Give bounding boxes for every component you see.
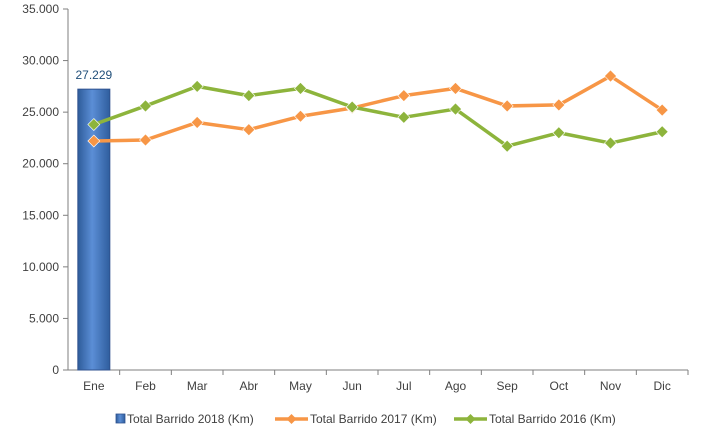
y-tick-label: 5.000: [29, 311, 59, 325]
bar-data-label: 27.229: [75, 68, 112, 82]
x-tick-label: Dic: [653, 379, 670, 393]
series-line: [92, 74, 664, 143]
data-point: [449, 81, 462, 95]
data-point: [655, 125, 669, 139]
data-point: [655, 103, 669, 117]
data-point: [604, 69, 617, 83]
x-tick-label: Ago: [445, 379, 467, 393]
legend-label-2018: Total Barrido 2018 (Km): [127, 412, 254, 426]
y-axis: 0 5.000 10.000 15.000 20.000 25.000 30.000 35.0…: [22, 2, 69, 377]
bar-series: 27.229: [75, 68, 113, 371]
legend-swatch-marker: [286, 414, 297, 424]
x-tick-label: Ene: [83, 379, 105, 393]
data-point: [139, 99, 152, 113]
y-tick-label: 10.000: [22, 260, 59, 274]
data-point: [345, 100, 359, 114]
legend-label-2: Total Barrido 2016 (Km): [489, 412, 616, 426]
data-point: [552, 126, 566, 140]
y-tick-label: 25.000: [22, 105, 59, 119]
y-tick-label: 20.000: [22, 157, 59, 171]
x-tick-label: Oct: [549, 379, 568, 393]
x-axis: Ene Feb Mar Abr May Jun Jul Ago Sep Oct Nov Dic: [68, 369, 689, 393]
x-tick-label: Jun: [342, 379, 361, 393]
x-tick-label: Mar: [187, 379, 208, 393]
data-point: [397, 110, 411, 124]
data-point: [294, 109, 307, 123]
data-point: [449, 102, 462, 116]
series-line: [92, 84, 664, 148]
data-point: [500, 139, 514, 153]
x-tick-label: Sep: [496, 379, 518, 393]
legend: Total Barrido 2018 (Km) Total Barrido 201…: [115, 412, 616, 426]
data-point: [500, 99, 514, 113]
data-point: [397, 89, 411, 103]
bar-2018-ene: [77, 88, 111, 371]
x-tick-label: Nov: [600, 379, 621, 393]
x-tick-label: May: [289, 379, 312, 393]
data-point: [139, 133, 152, 147]
x-tick-label: Abr: [239, 379, 258, 393]
y-tick-label: 15.000: [22, 208, 59, 222]
data-point: [87, 134, 101, 148]
x-tick-label: Jul: [396, 379, 411, 393]
data-point: [604, 136, 617, 150]
data-point: [242, 89, 256, 103]
legend-swatch-2018: [115, 413, 126, 424]
y-tick-label: 0: [52, 363, 59, 377]
data-point: [552, 98, 566, 112]
y-tick-label: 35.000: [22, 2, 59, 16]
data-point: [294, 81, 307, 95]
data-point: [190, 79, 204, 93]
data-point: [190, 116, 204, 129]
x-tick-label: Feb: [135, 379, 156, 393]
series-2: [87, 79, 669, 153]
legend-swatch-marker: [465, 414, 476, 424]
legend-label-1: Total Barrido 2017 (Km): [310, 412, 437, 426]
data-point: [87, 118, 101, 131]
data-point: [242, 123, 256, 137]
y-tick-label: 30.000: [22, 54, 59, 68]
line-series: [87, 69, 669, 153]
